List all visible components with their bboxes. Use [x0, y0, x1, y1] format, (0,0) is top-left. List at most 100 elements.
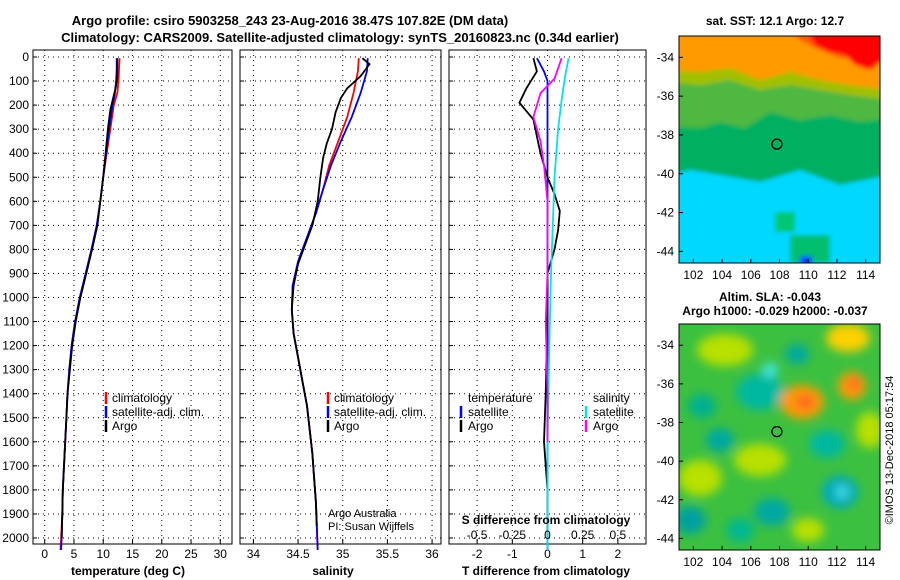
map-lon-label: 114 — [856, 268, 875, 282]
secondary-x-tick-label: 0.5 — [610, 528, 627, 542]
sst-map-title: sat. SST: 12.1 Argo: 12.7 — [706, 14, 845, 28]
map-lat-label: -44 — [657, 244, 675, 258]
map-lon-label: 106 — [741, 555, 761, 569]
depth-tick-label: 1500 — [2, 411, 29, 425]
x-tick-label: 0 — [41, 547, 48, 561]
legend-argo: Argo — [334, 419, 360, 433]
temperature-xlabel: temperature (deg C) — [71, 564, 185, 578]
map-lat-label: -38 — [657, 128, 675, 142]
x-tick-label: 36 — [425, 547, 439, 561]
series-line-argo — [60, 58, 119, 539]
map-lon-label: 112 — [827, 555, 846, 569]
map-lon-label: 108 — [769, 268, 789, 282]
salinity-legend: climatology satellite-adj. clim. Argo — [326, 391, 426, 433]
map-lon-label: 108 — [769, 555, 789, 569]
depth-tick-label: 400 — [9, 146, 29, 160]
depth-tick-label: 500 — [9, 170, 29, 184]
depth-tick-label: 700 — [9, 218, 29, 232]
depth-tick-label: 1700 — [2, 459, 29, 473]
sla-profile-marker — [771, 425, 783, 438]
map-lat-label: -42 — [657, 206, 675, 220]
sla-map-title: Altim. SLA: -0.043 — [719, 290, 821, 304]
map-lat-label: -42 — [657, 493, 675, 507]
legend-argo: Argo — [112, 419, 138, 433]
secondary-x-tick-label: 0 — [544, 528, 551, 542]
difference-xlabel: T difference from climatology — [462, 564, 630, 578]
x-tick-label: 35.5 — [376, 547, 400, 561]
depth-tick-label: 1800 — [2, 483, 29, 497]
salinity-panel: 34 34.5 35 35.5 36 salinity climatology sate… — [239, 49, 442, 578]
salinity-xlabel: salinity — [312, 564, 354, 578]
sst-field — [679, 36, 880, 263]
map-lat-label: -36 — [657, 377, 675, 391]
title-line-2: Climatology: CARS2009. Satellite-adjuste… — [61, 30, 619, 45]
map-lat-label: -40 — [657, 454, 675, 468]
depth-tick-label: 300 — [9, 122, 29, 136]
series-line-temperature-argo — [518, 57, 561, 538]
x-tick-label: 0 — [544, 547, 551, 561]
legend-temp-argo: Argo — [468, 419, 494, 433]
map-lon-label: 110 — [799, 268, 818, 282]
x-tick-label: 1 — [579, 547, 586, 561]
x-tick-label: 25 — [184, 547, 198, 561]
temperature-legend: climatology satellite-adj. clim. Argo — [104, 391, 204, 433]
legend-satellite: satellite-adj. clim. — [334, 405, 426, 419]
depth-tick-label: 100 — [9, 74, 29, 88]
map-lat-label: -44 — [657, 531, 675, 545]
depth-tick-label: 1600 — [2, 435, 29, 449]
temperature-frame — [32, 49, 233, 545]
legend-sal-satellite: satellite — [593, 405, 634, 419]
series-line-salinity-argo — [532, 57, 563, 442]
depth-tick-label: 1400 — [2, 387, 29, 401]
sst-map: sat. SST: 12.1 Argo: 12.7 102 104 106 108 11… — [657, 14, 881, 282]
legend-temperature-header: temperature — [468, 391, 533, 405]
x-tick-label: 34.5 — [286, 547, 310, 561]
x-tick-label: 30 — [214, 547, 228, 561]
x-tick-label: 20 — [155, 547, 169, 561]
map-lon-label: 104 — [712, 555, 732, 569]
map-lat-label: -34 — [657, 50, 675, 64]
x-tick-label: -1 — [507, 547, 518, 561]
title-line-1: Argo profile: csiro 5903258_243 23-Aug-2… — [72, 13, 508, 28]
difference-legend: temperature satellite Argo salinity sate… — [459, 391, 634, 433]
sst-profile-marker — [771, 138, 783, 150]
x-tick-label: 5 — [71, 547, 78, 561]
depth-tick-label: 1900 — [2, 507, 29, 521]
map-lon-label: 104 — [712, 268, 732, 282]
legend-sal-argo: Argo — [593, 419, 619, 433]
temperature-panel: 0100200300400500600700800900100011001200… — [2, 49, 233, 578]
depth-tick-label: 1000 — [2, 291, 29, 305]
legend-salinity-header: salinity — [593, 391, 630, 405]
x-tick-label: 15 — [126, 547, 140, 561]
secondary-x-tick-label: 0.25 — [571, 528, 595, 542]
difference-panel: -2 -1 0 1 2 T difference from climatology S … — [448, 49, 647, 578]
x-tick-label: 34 — [247, 547, 261, 561]
depth-tick-label: 1200 — [2, 339, 29, 353]
difference-secondary-xlabel: S difference from climatology — [462, 513, 631, 527]
credit-line-1: Argo Australia — [328, 508, 397, 520]
sla-map: Altim. SLA: -0.043 Argo h1000: -0.029 h2… — [657, 290, 881, 569]
legend-climatology: climatology — [112, 391, 172, 405]
map-lat-label: -36 — [657, 89, 675, 103]
secondary-x-ticks: -0.5 -0.25 0 0.25 0.5 — [467, 528, 627, 542]
imos-stamp: ©IMOS 13-Dec-2018 05:17:54 — [884, 376, 896, 525]
series-line-argo — [290, 57, 371, 527]
map-lon-label: 102 — [683, 268, 703, 282]
depth-tick-label: 800 — [9, 242, 29, 256]
secondary-x-tick-label: -0.5 — [467, 528, 488, 542]
depth-tick-label: 1100 — [3, 315, 29, 329]
sla-field — [679, 324, 880, 542]
map-lon-label: 110 — [799, 555, 818, 569]
x-tick-label: 35 — [336, 547, 350, 561]
map-lat-label: -38 — [657, 416, 675, 430]
legend-satellite: satellite-adj. clim. — [112, 405, 204, 419]
depth-tick-label: 600 — [9, 194, 29, 208]
map-lon-label: 102 — [683, 555, 703, 569]
depth-tick-label: 900 — [9, 266, 29, 280]
map-lat-label: -34 — [657, 338, 675, 352]
x-tick-label: 2 — [615, 547, 622, 561]
secondary-x-tick-label: -0.25 — [499, 528, 527, 542]
sla-map-subtitle: Argo h1000: -0.029 h2000: -0.037 — [682, 304, 868, 318]
legend-climatology: climatology — [334, 391, 394, 405]
